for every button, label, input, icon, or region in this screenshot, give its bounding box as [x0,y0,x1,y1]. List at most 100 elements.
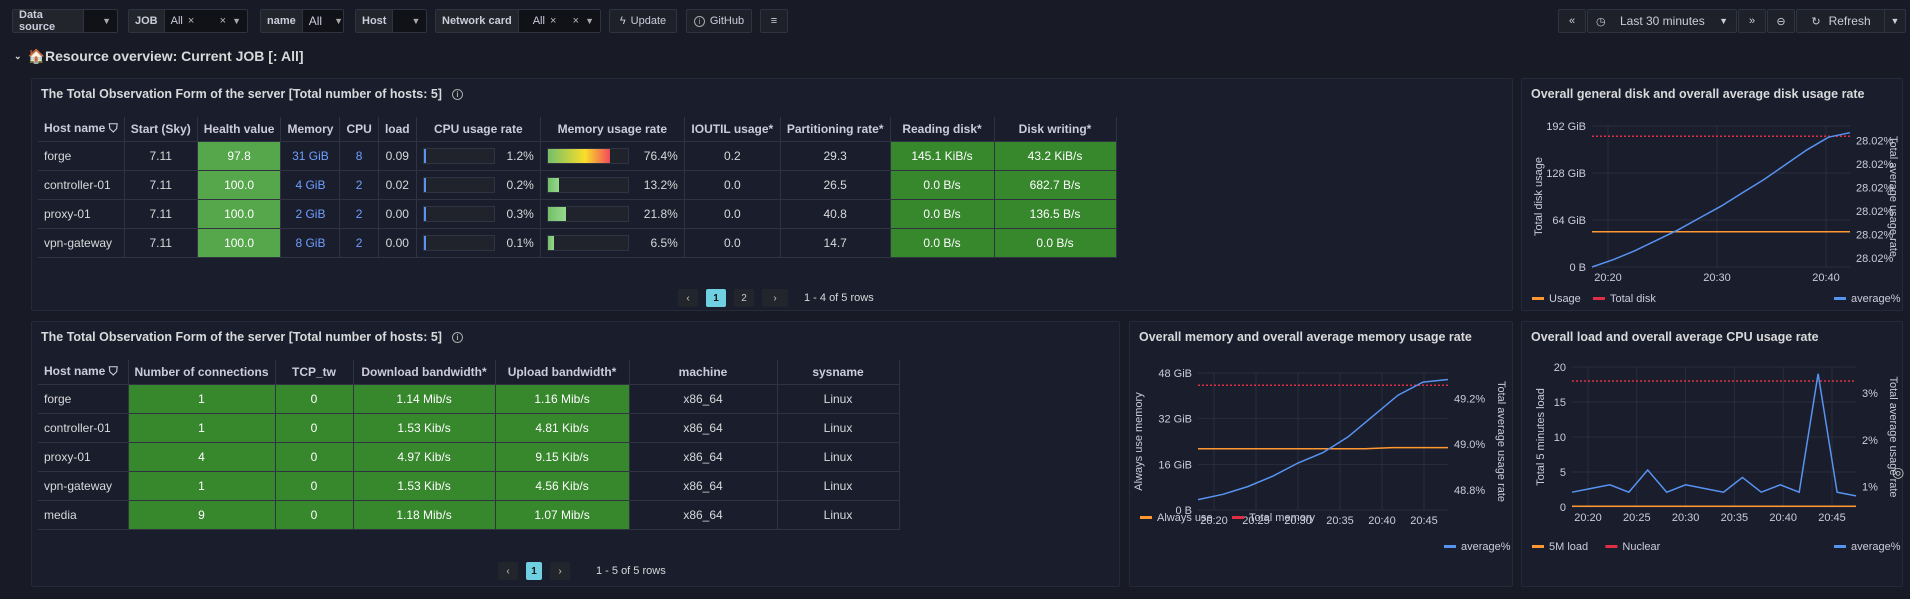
page-button-2[interactable]: 2 [734,289,754,307]
table-row[interactable]: forge 7.11 97.8 31 GiB 8 0.09 1.2% 76.4% 0.2 29.3… [38,141,1117,171]
cell-host[interactable]: proxy-01 [38,442,129,472]
next-page-button[interactable]: › [762,289,788,307]
filter-icon[interactable]: ⛉ [108,121,118,136]
column-header[interactable]: Memory usage rate [540,117,685,142]
cell-host[interactable]: forge [38,384,129,414]
legend-item[interactable]: Total memory [1249,512,1316,524]
chevron-down-icon[interactable]: ▼ [411,16,421,26]
github-button[interactable]: i GitHub [686,9,752,33]
legend-item[interactable]: average% [1851,293,1901,305]
cell-cpu[interactable]: 2 [339,170,379,200]
info-icon[interactable]: i [451,331,463,343]
shift-back-button[interactable]: « [1558,9,1586,33]
column-header[interactable]: CPU [339,117,379,142]
column-header[interactable]: Reading disk* [890,117,995,142]
prev-page-button[interactable]: ‹ [678,289,698,307]
column-header[interactable]: Download bandwidth* [353,360,496,385]
column-header[interactable]: load [378,117,417,142]
refresh-interval-button[interactable]: ▼ [1884,9,1906,33]
table-row[interactable]: media 9 0 1.18 Mib/s 1.07 Mib/s x86_64 Linux [38,500,900,530]
refresh-button[interactable]: ↻ Refresh [1796,9,1886,33]
legend-item[interactable]: average% [1851,541,1901,553]
legend-item[interactable]: average% [1461,541,1511,553]
network-card-select[interactable]: Network card All × × ▼ [435,9,601,33]
column-header[interactable]: sysname [777,360,900,385]
cell-host[interactable]: vpn-gateway [38,228,125,258]
column-header[interactable]: IOUTIL usage* [684,117,781,142]
chevron-down-icon[interactable]: ▼ [585,16,594,26]
cell-cpu[interactable]: 2 [339,199,379,229]
filter-icon[interactable]: ⛉ [108,364,118,379]
cell-connections: 9 [128,500,276,530]
table-row[interactable]: vpn-gateway 1 0 1.53 Kib/s 4.56 Kib/s x86_64 L… [38,471,900,501]
cell-cpu[interactable]: 2 [339,228,379,258]
column-header[interactable]: machine [629,360,778,385]
shift-forward-button[interactable]: » [1738,9,1766,33]
memory-gauge [546,205,629,222]
collapse-chevron-icon[interactable]: ⌄ [14,51,22,61]
data-source-select[interactable]: Data source ▼ [12,9,118,33]
name-select[interactable]: name All ▼ [260,9,344,33]
legend-item[interactable]: Nuclear [1622,541,1660,553]
cell-memory[interactable]: 8 GiB [280,228,341,258]
table-row[interactable]: vpn-gateway 7.11 100.0 8 GiB 2 0.00 0.1% 6.5% 0.… [38,228,1117,258]
info-icon[interactable]: i [451,88,463,100]
column-header[interactable]: Memory [280,117,341,142]
chevron-down-icon[interactable]: ▼ [334,16,344,26]
column-header[interactable]: CPU usage rate [416,117,541,142]
menu-button[interactable]: ≡ [760,9,788,33]
table-row[interactable]: controller-01 1 0 1.53 Kib/s 4.81 Kib/s x86_6… [38,413,900,443]
section-row[interactable]: ⌄ 🏠Resource overview: Current JOB [: All… [14,48,304,65]
series-line-average- [1591,131,1851,268]
job-select[interactable]: JOB All × × ▼ [128,9,248,33]
network-card-chip[interactable]: All × [519,15,573,27]
legend-item[interactable]: Always use [1157,512,1213,524]
column-header[interactable]: Host name ⛉ [38,117,125,142]
column-header[interactable]: Number of connections [128,360,276,385]
table-row[interactable]: forge 1 0 1.14 Mib/s 1.16 Mib/s x86_64 Linux [38,384,900,414]
table-row[interactable]: proxy-01 4 0 4.97 Kib/s 9.15 Kib/s x86_64 Linu… [38,442,900,472]
job-value-chip[interactable]: All × [165,15,220,27]
cell-memory[interactable]: 31 GiB [280,141,341,171]
update-button[interactable]: ϟ Update [609,9,677,33]
table-row[interactable]: controller-01 7.11 100.0 4 GiB 2 0.02 0.2% 13.2… [38,170,1117,200]
clear-icon[interactable]: × [572,15,580,27]
column-header[interactable]: Health value [197,117,282,142]
job-label: JOB [129,10,165,32]
cell-host[interactable]: proxy-01 [38,199,125,229]
column-header[interactable]: Start (Sky) [124,117,198,142]
table-row[interactable]: proxy-01 7.11 100.0 2 GiB 2 0.00 0.3% 21.8% 0.0 4… [38,199,1117,229]
legend-item[interactable]: Usage [1549,293,1581,305]
remove-icon[interactable]: × [549,15,557,27]
memory-gauge [546,234,629,251]
cell-host[interactable]: forge [38,141,125,171]
cell-host[interactable]: vpn-gateway [38,471,129,501]
panel-options-icon[interactable]: ◎ [1892,464,1905,480]
chevron-down-icon[interactable]: ▼ [102,16,111,26]
next-page-button[interactable]: › [550,562,570,580]
prev-page-button[interactable]: ‹ [498,562,518,580]
host-select[interactable]: Host ▼ [355,9,427,33]
column-header[interactable]: Partitioning rate* [780,117,891,142]
x-tick-label: 20:30 [1284,515,1312,527]
remove-icon[interactable]: × [187,15,195,27]
clear-icon[interactable]: × [219,15,227,27]
chevron-down-icon[interactable]: ▼ [232,16,241,26]
zoom-out-button[interactable]: ⊖ [1767,9,1795,33]
cell-cpu[interactable]: 8 [339,141,379,171]
cell-host[interactable]: controller-01 [38,170,125,200]
page-button-1[interactable]: 1 [526,562,542,580]
cell-host[interactable]: media [38,500,129,530]
legend-item[interactable]: 5M load [1549,541,1588,553]
column-header[interactable]: Upload bandwidth* [495,360,630,385]
page-button-1[interactable]: 1 [706,289,726,307]
cell-memory[interactable]: 2 GiB [280,199,341,229]
column-header[interactable]: Disk writing* [994,117,1117,142]
cell-start: 7.11 [124,170,198,200]
cell-memory[interactable]: 4 GiB [280,170,341,200]
time-range-picker[interactable]: ◷ Last 30 minutes ▼ [1587,9,1737,33]
column-header[interactable]: TCP_tw [275,360,354,385]
cell-host[interactable]: controller-01 [38,413,129,443]
legend-item[interactable]: Total disk [1610,293,1656,305]
column-header[interactable]: Host name ⛉ [38,360,129,385]
